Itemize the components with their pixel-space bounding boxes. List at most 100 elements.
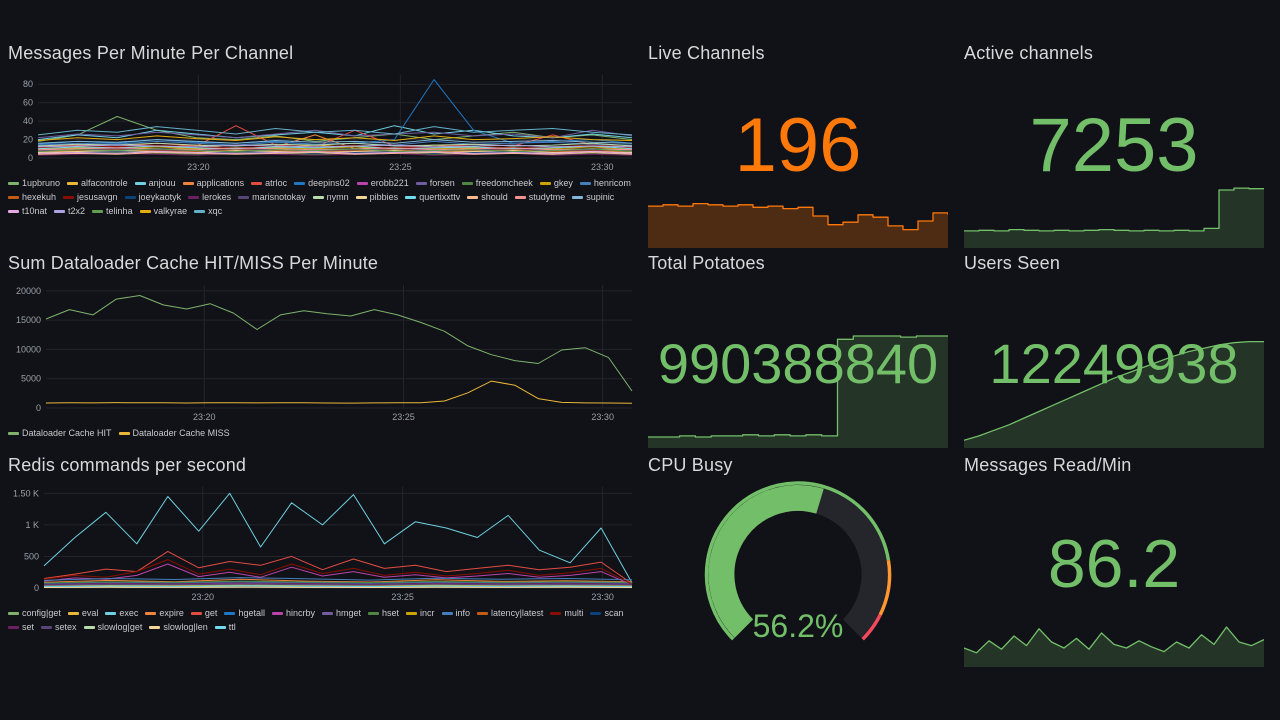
legend-item-t2x2[interactable]: t2x2 (54, 206, 85, 217)
legend-item-should[interactable]: should (467, 192, 508, 203)
legend-item-get[interactable]: get (190, 608, 218, 619)
legend-item-1upbruno[interactable]: 1upbruno (8, 178, 60, 189)
legend-item-applications[interactable]: applications (182, 178, 245, 189)
svg-text:23:30: 23:30 (591, 412, 614, 422)
legend-item-hgetall[interactable]: hgetall (224, 608, 265, 619)
panel-title-cpu-busy: CPU Busy (648, 455, 733, 475)
legend-swatch (124, 196, 136, 199)
legend-item-forsen[interactable]: forsen (415, 178, 455, 189)
legend-item-info[interactable]: info (441, 608, 471, 619)
legend-swatch (188, 196, 200, 199)
legend-item-dataloader-cache-miss[interactable]: Dataloader Cache MISS (118, 428, 230, 439)
legend-label: hset (382, 608, 400, 618)
legend-item-hset[interactable]: hset (368, 608, 399, 619)
svg-text:23:30: 23:30 (591, 592, 614, 602)
panel-title-messages-read: Messages Read/Min (964, 455, 1132, 475)
legend-item-set[interactable]: set (8, 622, 34, 633)
legend-item-anjouu[interactable]: anjouu (134, 178, 176, 189)
legend-label: quertixxttv (419, 192, 461, 202)
legend-item-freedomcheek[interactable]: freedomcheek (461, 178, 533, 189)
legend-item-setex[interactable]: setex (41, 622, 77, 633)
legend-item-pibbies[interactable]: pibbies (355, 192, 398, 203)
active-channels-sparkline (964, 182, 1265, 248)
legend-swatch (406, 612, 418, 615)
svg-text:80: 80 (23, 79, 33, 89)
legend-item-scan[interactable]: scan (590, 608, 623, 619)
legend-item-studytme[interactable]: studytme (514, 192, 565, 203)
legend-item-slowlog-get[interactable]: slowlog|get (83, 622, 142, 633)
legend-swatch (514, 196, 526, 199)
dataloader-legend: Dataloader Cache HIT Dataloader Cache MIS… (8, 428, 636, 439)
legend-label: info (455, 608, 471, 618)
svg-text:23:25: 23:25 (389, 162, 412, 172)
legend-item-hincrby[interactable]: hincrby (271, 608, 315, 619)
legend-item-supinic[interactable]: supinic (572, 192, 614, 203)
legend-swatch (271, 612, 283, 615)
legend-label: ttl (228, 622, 236, 632)
legend-item-ttl[interactable]: ttl (214, 622, 236, 633)
svg-text:500: 500 (24, 551, 39, 561)
legend-item-multi[interactable]: multi (550, 608, 583, 619)
legend-item-xqc[interactable]: xqc (194, 206, 222, 217)
legend-item-gkey[interactable]: gkey (539, 178, 573, 189)
legend-item-lerokes[interactable]: lerokes (188, 192, 231, 203)
legend-item-marisnotokay[interactable]: marisnotokay (238, 192, 306, 203)
svg-text:60: 60 (23, 98, 33, 108)
svg-text:23:20: 23:20 (187, 162, 210, 172)
legend-label: 1upbruno (22, 178, 61, 188)
svg-text:1.50 K: 1.50 K (13, 488, 39, 498)
legend-swatch (579, 182, 591, 185)
legend-item-t10nat[interactable]: t10nat (8, 206, 47, 217)
messages-per-minute-chart[interactable]: 0 20 40 60 80 23:20 23:25 23:30 (8, 70, 636, 172)
legend-item-telinha[interactable]: telinha (92, 206, 133, 217)
legend-label: gkey (553, 178, 573, 188)
svg-text:5000: 5000 (21, 374, 41, 384)
legend-swatch (118, 432, 130, 435)
legend-item-nymn[interactable]: nymn (312, 192, 349, 203)
legend-label: joeykaotyk (138, 192, 182, 202)
legend-label: get (204, 608, 218, 618)
legend-item-dataloader-cache-hit[interactable]: Dataloader Cache HIT (8, 428, 112, 439)
svg-text:20000: 20000 (16, 286, 41, 296)
legend-item-henricom[interactable]: henricom (579, 178, 631, 189)
legend-item-alfacontrole[interactable]: alfacontrole (67, 178, 128, 189)
redis-commands-chart[interactable]: 0 500 1 K 1.50 K 23:20 23:25 23:30 (8, 482, 636, 602)
legend-item-config-get[interactable]: config|get (8, 608, 61, 619)
legend-item-atrloc[interactable]: atrloc (251, 178, 287, 189)
legend-item-valkyrae[interactable]: valkyrae (139, 206, 187, 217)
legend-item-eval[interactable]: eval (67, 608, 99, 619)
legend-label: nymn (326, 192, 349, 202)
legend-label: incr (420, 608, 435, 618)
legend-label: slowlog|len (163, 622, 208, 632)
legend-item-hmget[interactable]: hmget (321, 608, 361, 619)
legend-item-slowlog-len[interactable]: slowlog|len (149, 622, 208, 633)
legend-swatch (67, 182, 79, 185)
dataloader-cache-chart[interactable]: 0 5000 10000 15000 20000 23:20 23:25 23:30 (8, 280, 636, 422)
legend-item-incr[interactable]: incr (406, 608, 435, 619)
panel-title-active-channels: Active channels (964, 43, 1094, 63)
legend-item-erobb221[interactable]: erobb221 (356, 178, 409, 189)
panel-cpu-busy: CPU Busy 56.2% (648, 452, 948, 667)
legend-item-expire[interactable]: expire (145, 608, 184, 619)
panel-title-live-channels: Live Channels (648, 43, 765, 63)
legend-label: applications (196, 178, 245, 188)
legend-label: freedomcheek (475, 178, 533, 188)
legend-label: hgetall (238, 608, 265, 618)
legend-item-joeykaotyk[interactable]: joeykaotyk (124, 192, 182, 203)
legend-item-exec[interactable]: exec (105, 608, 138, 619)
panel-title-users-seen: Users Seen (964, 253, 1061, 273)
legend-item-hexekuh[interactable]: hexekuh (8, 192, 56, 203)
legend-swatch (8, 626, 19, 629)
legend-swatch (145, 612, 157, 615)
legend-label: config|get (22, 608, 61, 618)
panel-dataloader-cache: Sum Dataloader Cache HIT/MISS Per Minute… (8, 250, 636, 450)
svg-text:20: 20 (23, 135, 33, 145)
legend-swatch (550, 612, 562, 615)
legend-item-quertixxttv[interactable]: quertixxttv (405, 192, 460, 203)
legend-label: eval (81, 608, 99, 618)
legend-item-jesusavgn[interactable]: jesusavgn (63, 192, 118, 203)
legend-label: setex (55, 622, 77, 632)
legend-swatch (83, 626, 95, 629)
legend-item-deepins02[interactable]: deepins02 (294, 178, 350, 189)
legend-item-latency-latest[interactable]: latency|latest (477, 608, 543, 619)
